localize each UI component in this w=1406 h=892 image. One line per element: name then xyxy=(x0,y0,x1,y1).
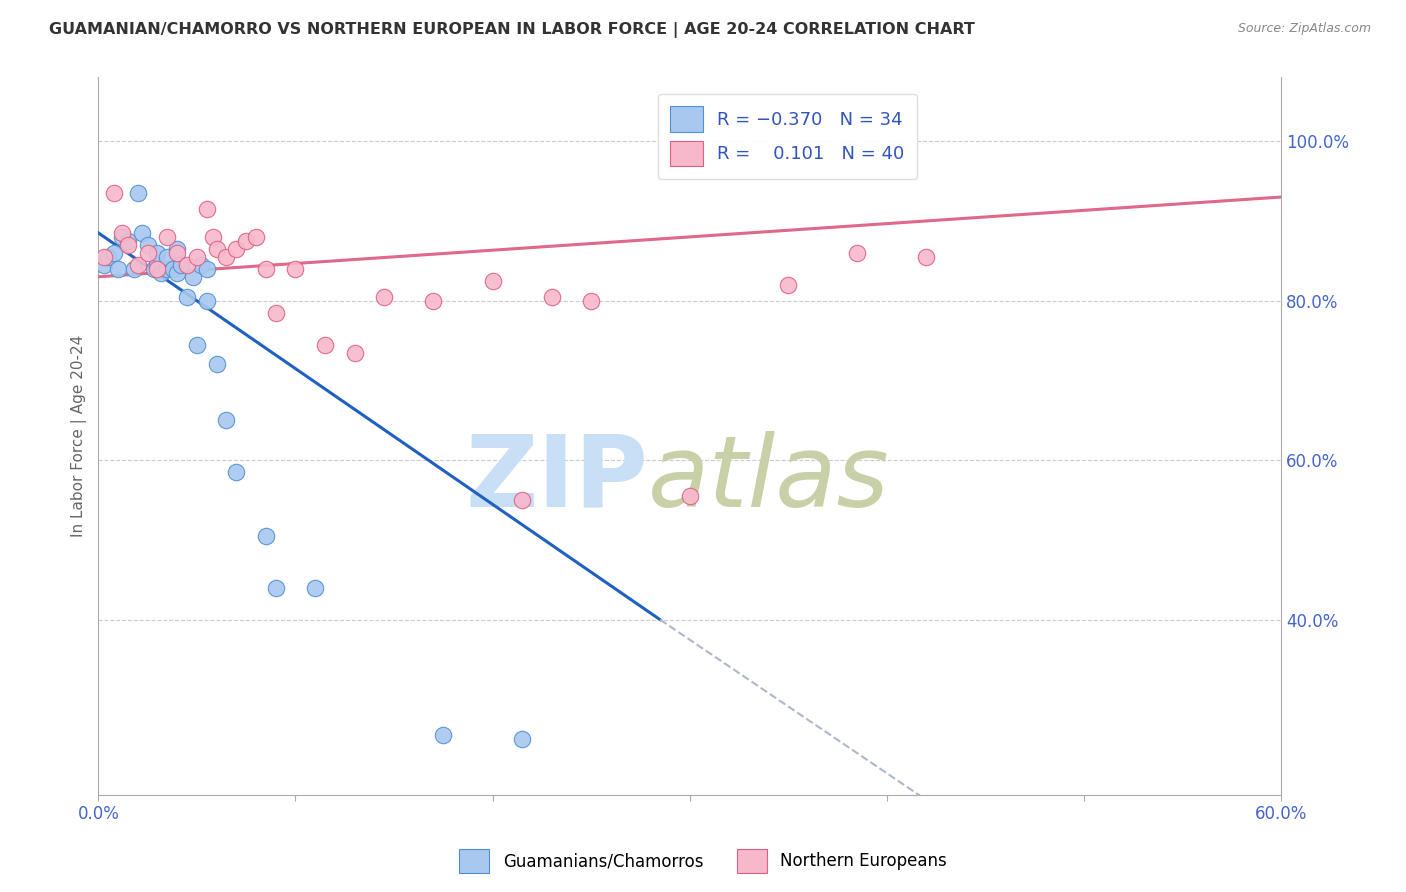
Point xyxy=(111,226,134,240)
Point xyxy=(176,290,198,304)
Point xyxy=(579,293,602,308)
Point xyxy=(186,250,208,264)
Text: Source: ZipAtlas.com: Source: ZipAtlas.com xyxy=(1237,22,1371,36)
Point xyxy=(181,269,204,284)
Point xyxy=(205,242,228,256)
Point xyxy=(156,230,179,244)
Point xyxy=(432,728,454,742)
Point xyxy=(103,186,125,200)
Point xyxy=(127,258,149,272)
Point xyxy=(201,230,224,244)
Point xyxy=(93,258,115,272)
Legend: Guamanians/Chamorros, Northern Europeans: Guamanians/Chamorros, Northern Europeans xyxy=(453,842,953,880)
Point xyxy=(156,250,179,264)
Point xyxy=(136,238,159,252)
Point xyxy=(510,732,533,747)
Point xyxy=(117,238,139,252)
Point xyxy=(235,234,257,248)
Point xyxy=(225,465,247,479)
Point xyxy=(190,258,212,272)
Point xyxy=(284,261,307,276)
Point xyxy=(215,413,238,427)
Legend: R = −0.370   N = 34, R =    0.101   N = 40: R = −0.370 N = 34, R = 0.101 N = 40 xyxy=(658,94,917,179)
Point xyxy=(195,261,218,276)
Point xyxy=(254,529,277,543)
Point xyxy=(111,230,134,244)
Point xyxy=(264,306,287,320)
Point xyxy=(510,493,533,508)
Point xyxy=(205,358,228,372)
Point xyxy=(146,245,169,260)
Point xyxy=(162,261,184,276)
Point xyxy=(136,245,159,260)
Point xyxy=(215,250,238,264)
Point xyxy=(186,337,208,351)
Point xyxy=(540,290,562,304)
Point xyxy=(245,230,267,244)
Point xyxy=(304,581,326,595)
Point xyxy=(481,274,503,288)
Point xyxy=(254,261,277,276)
Text: GUAMANIAN/CHAMORRO VS NORTHERN EUROPEAN IN LABOR FORCE | AGE 20-24 CORRELATION C: GUAMANIAN/CHAMORRO VS NORTHERN EUROPEAN … xyxy=(49,22,976,38)
Point xyxy=(142,261,165,276)
Point xyxy=(103,245,125,260)
Point xyxy=(915,250,938,264)
Point xyxy=(122,261,145,276)
Point xyxy=(150,266,173,280)
Point xyxy=(97,250,120,264)
Point xyxy=(195,202,218,216)
Point xyxy=(778,277,800,292)
Point xyxy=(373,290,395,304)
Point xyxy=(195,293,218,308)
Point xyxy=(176,258,198,272)
Point xyxy=(422,293,444,308)
Point xyxy=(107,261,129,276)
Point xyxy=(146,258,169,272)
Point xyxy=(166,266,188,280)
Point xyxy=(170,258,193,272)
Point xyxy=(264,581,287,595)
Point xyxy=(166,245,188,260)
Point xyxy=(156,261,179,276)
Point xyxy=(314,337,336,351)
Point xyxy=(131,226,153,240)
Point xyxy=(117,234,139,248)
Point xyxy=(679,489,702,503)
Point xyxy=(93,250,115,264)
Text: atlas: atlas xyxy=(648,431,890,528)
Point xyxy=(846,245,869,260)
Text: ZIP: ZIP xyxy=(465,431,648,528)
Point xyxy=(343,345,366,359)
Point xyxy=(225,242,247,256)
Point xyxy=(127,186,149,200)
Point xyxy=(146,261,169,276)
Y-axis label: In Labor Force | Age 20-24: In Labor Force | Age 20-24 xyxy=(72,335,87,537)
Point xyxy=(166,242,188,256)
